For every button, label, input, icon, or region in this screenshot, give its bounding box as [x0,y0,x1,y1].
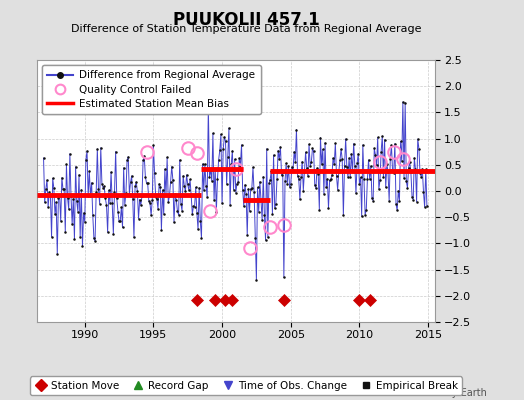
Text: Berkeley Earth: Berkeley Earth [416,388,487,398]
Text: PUUKOLII 457.1: PUUKOLII 457.1 [173,11,320,29]
Text: Difference of Station Temperature Data from Regional Average: Difference of Station Temperature Data f… [71,24,421,34]
Legend: Difference from Regional Average, Quality Control Failed, Estimated Station Mean: Difference from Regional Average, Qualit… [42,65,260,114]
Legend: Station Move, Record Gap, Time of Obs. Change, Empirical Break: Station Move, Record Gap, Time of Obs. C… [30,376,462,395]
